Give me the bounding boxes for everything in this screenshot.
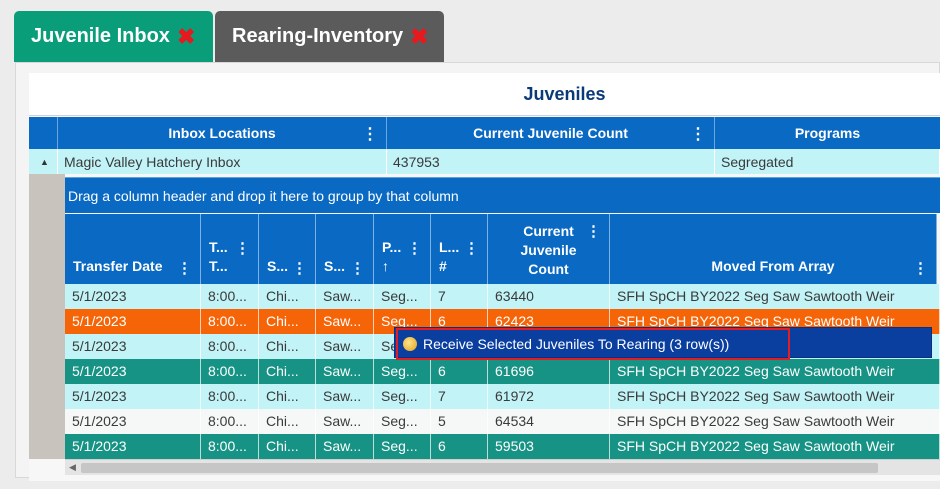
- cell-stock: Saw...: [316, 434, 374, 459]
- tab-label: Juvenile Inbox: [31, 25, 170, 47]
- cell-species: Chi...: [259, 334, 316, 359]
- cell-lot: 6: [431, 359, 488, 384]
- cell-lot: 6: [431, 309, 488, 334]
- cell-transfer-time: 8:00...: [201, 434, 259, 459]
- cell-transfer-date: 5/1/2023: [65, 309, 201, 334]
- sort-ascending-icon: ↑: [382, 258, 389, 274]
- cell-program: Seg...: [374, 434, 431, 459]
- cell-count: 61696: [488, 359, 610, 384]
- cell-species: Chi...: [259, 384, 316, 409]
- header-stock[interactable]: S... ⋮: [316, 214, 374, 284]
- column-menu-icon[interactable]: ⋮: [292, 260, 307, 277]
- receive-icon: [403, 337, 417, 351]
- column-menu-icon[interactable]: ⋮: [586, 223, 601, 240]
- panel-title: Juveniles: [29, 73, 940, 116]
- horizontal-scrollbar[interactable]: ◀: [65, 459, 940, 475]
- cell-program: Segregated: [715, 149, 940, 174]
- header-species[interactable]: S... ⋮: [259, 214, 316, 284]
- cell-species: Chi...: [259, 434, 316, 459]
- header-program[interactable]: P... ↑ ⋮: [374, 214, 431, 284]
- cell-count: 62423: [488, 309, 610, 334]
- cell-juvenile-count: 437953: [387, 149, 715, 174]
- cell-lot: 7: [431, 284, 488, 309]
- tab-rearing-inventory[interactable]: Rearing-Inventory ✖: [215, 11, 444, 62]
- tab-label: Rearing-Inventory: [232, 25, 404, 47]
- column-menu-icon[interactable]: ⋮: [913, 260, 928, 277]
- cell-count: 59503: [488, 434, 610, 459]
- column-menu-icon[interactable]: ⋮: [362, 126, 378, 143]
- cell-stock: Saw...: [316, 359, 374, 384]
- table-row[interactable]: 5/1/2023 8:00... Chi... Saw... Seg... 7 61972 S…: [65, 384, 940, 409]
- close-icon[interactable]: ✖: [410, 23, 429, 49]
- cell-moved-from: SFH SpCH BY2022 Seg Saw Sawtooth Weir: [610, 284, 940, 309]
- cell-program: Seg...: [374, 384, 431, 409]
- cell-moved-from: SFH SpCH BY2022 Seg Saw Sawtooth Weir: [610, 359, 940, 384]
- cell-transfer-time: 8:00...: [201, 309, 259, 334]
- cell-stock: Saw...: [316, 284, 374, 309]
- cell-stock: Saw...: [316, 334, 374, 359]
- cell-transfer-time: 8:00...: [201, 284, 259, 309]
- menu-item-receive-juveniles[interactable]: Receive Selected Juveniles To Rearing (3…: [396, 328, 790, 360]
- cell-inbox-location: Magic Valley Hatchery Inbox: [58, 149, 387, 174]
- cell-program: Seg...: [374, 284, 431, 309]
- context-menu: [394, 327, 932, 358]
- cell-transfer-date: 5/1/2023: [65, 434, 201, 459]
- column-menu-icon[interactable]: ⋮: [235, 240, 250, 257]
- cell-program: Seg...: [374, 409, 431, 434]
- expander-header: [29, 117, 58, 149]
- cell-count: 63440: [488, 284, 610, 309]
- table-row[interactable]: 5/1/2023 8:00... Chi... Saw... Seg... 7 63440 S…: [65, 284, 940, 309]
- header-moved-from-array[interactable]: Moved From Array ⋮: [610, 214, 937, 284]
- cell-transfer-date: 5/1/2023: [65, 284, 201, 309]
- cell-species: Chi...: [259, 359, 316, 384]
- column-menu-icon[interactable]: ⋮: [177, 260, 192, 277]
- header-current-juvenile-count[interactable]: Current Juvenile Count ⋮: [488, 214, 610, 284]
- cell-lot: 7: [431, 384, 488, 409]
- cell-lot: 6: [431, 434, 488, 459]
- cell-stock: Saw...: [316, 384, 374, 409]
- scrollbar-thumb[interactable]: [81, 463, 878, 473]
- header-transfer-time[interactable]: T... T... ⋮: [201, 214, 259, 284]
- cell-transfer-time: 8:00...: [201, 334, 259, 359]
- collapse-icon[interactable]: ▲: [29, 149, 58, 174]
- cell-species: Chi...: [259, 284, 316, 309]
- cell-transfer-time: 8:00...: [201, 384, 259, 409]
- header-transfer-date[interactable]: Transfer Date ⋮: [65, 214, 201, 284]
- header-current-juvenile-count[interactable]: Current Juvenile Count ⋮: [387, 117, 715, 149]
- cell-transfer-date: 5/1/2023: [65, 409, 201, 434]
- tab-juvenile-inbox[interactable]: Juvenile Inbox ✖: [14, 11, 213, 62]
- cell-stock: Saw...: [316, 409, 374, 434]
- group-by-panel[interactable]: Drag a column header and drop it here to…: [65, 177, 940, 213]
- header-inbox-locations[interactable]: Inbox Locations ⋮: [58, 117, 387, 149]
- cell-count: 61972: [488, 384, 610, 409]
- table-row[interactable]: 5/1/2023 8:00... Chi... Saw... Seg... 6 59503 S…: [65, 434, 940, 459]
- cell-species: Chi...: [259, 409, 316, 434]
- scroll-left-arrow-icon[interactable]: ◀: [69, 462, 76, 472]
- column-menu-icon[interactable]: ⋮: [350, 260, 365, 277]
- cell-transfer-date: 5/1/2023: [65, 334, 201, 359]
- cell-moved-from: SFH SpCH BY2022 Seg Saw Sawtooth Weir: [610, 384, 940, 409]
- header-programs[interactable]: Programs: [715, 117, 940, 149]
- cell-transfer-time: 8:00...: [201, 359, 259, 384]
- column-menu-icon[interactable]: ⋮: [407, 240, 422, 257]
- cell-species: Chi...: [259, 309, 316, 334]
- cell-stock: Saw...: [316, 309, 374, 334]
- cell-count: 64534: [488, 409, 610, 434]
- table-row[interactable]: 5/1/2023 8:00... Chi... Saw... Seg... 5 64534 S…: [65, 409, 940, 434]
- cell-moved-from: SFH SpCH BY2022 Seg Saw Sawtooth Weir: [610, 434, 940, 459]
- cell-transfer-time: 8:00...: [201, 409, 259, 434]
- table-row[interactable]: 5/1/2023 8:00... Chi... Saw... Seg... 6 61696 S…: [65, 359, 940, 384]
- close-icon[interactable]: ✖: [176, 23, 196, 49]
- column-menu-icon[interactable]: ⋮: [464, 240, 479, 257]
- cell-program: Seg...: [374, 359, 431, 384]
- cell-transfer-date: 5/1/2023: [65, 384, 201, 409]
- detail-indent: [29, 174, 65, 459]
- cell-program: Seg...: [374, 309, 431, 334]
- cell-moved-from: SFH SpCH BY2022 Seg Saw Sawtooth Weir: [610, 409, 940, 434]
- cell-transfer-date: 5/1/2023: [65, 359, 201, 384]
- column-menu-icon[interactable]: ⋮: [690, 126, 706, 143]
- cell-lot: 5: [431, 409, 488, 434]
- header-lot-number[interactable]: L... # ⋮: [431, 214, 488, 284]
